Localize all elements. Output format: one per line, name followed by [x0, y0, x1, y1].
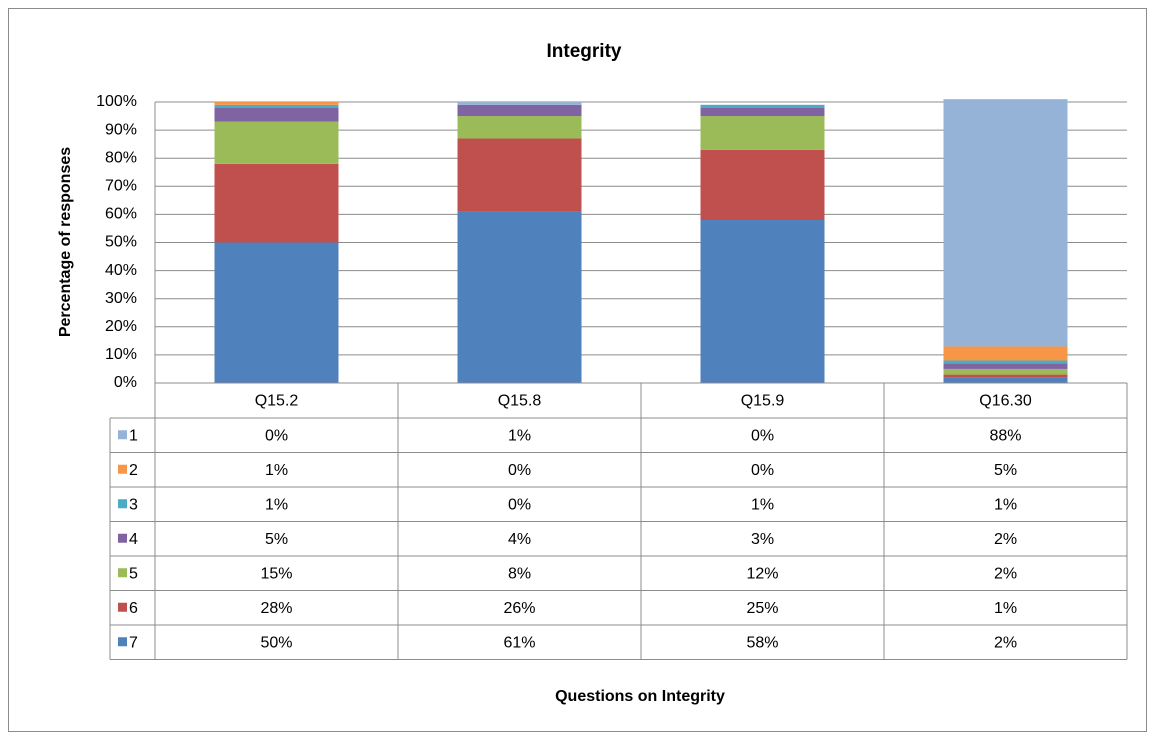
legend-swatch	[118, 637, 127, 647]
legend-swatch	[118, 499, 127, 509]
table-value: 2%	[994, 565, 1017, 582]
y-tick-label: 0%	[114, 374, 137, 391]
x-tick-label: Q16.30	[979, 393, 1032, 410]
table-value: 28%	[260, 600, 292, 617]
y-tick-label: 40%	[105, 262, 137, 279]
legend-label: 5	[129, 565, 138, 582]
bar-segment	[943, 346, 1068, 361]
bar-segment	[214, 163, 339, 243]
y-tick-label: 10%	[105, 346, 137, 363]
table-value: 5%	[994, 462, 1017, 479]
y-tick-label: 80%	[105, 149, 137, 166]
bar-segment	[700, 220, 825, 383]
bar-segment	[214, 104, 339, 108]
table-value: 5%	[265, 531, 288, 548]
bar-segment	[700, 116, 825, 150]
legend-swatch	[118, 430, 127, 440]
bar-segment	[943, 363, 1068, 369]
legend-label: 3	[129, 496, 138, 513]
table-value: 2%	[994, 531, 1017, 548]
table-value: 1%	[508, 427, 531, 444]
bar-segment	[700, 104, 825, 108]
legend-swatch	[118, 602, 127, 612]
bar-segment	[700, 149, 825, 221]
x-tick-label: Q15.8	[498, 393, 542, 410]
table-value: 88%	[989, 427, 1021, 444]
table-value: 2%	[994, 634, 1017, 651]
table-value: 26%	[503, 600, 535, 617]
table-value: 1%	[994, 496, 1017, 513]
bar-segment	[943, 374, 1068, 378]
y-tick-label: 20%	[105, 318, 137, 335]
table-value: 4%	[508, 531, 531, 548]
bar-segment	[214, 121, 339, 164]
table-value: 50%	[260, 634, 292, 651]
legend-label: 4	[129, 531, 138, 548]
table-value: 8%	[508, 565, 531, 582]
bar-segment	[457, 104, 582, 117]
table-value: 12%	[746, 565, 778, 582]
y-tick-label: 50%	[105, 234, 137, 251]
bar-segment	[700, 107, 825, 117]
table-value: 1%	[265, 462, 288, 479]
x-tick-label: Q15.2	[255, 393, 299, 410]
table-value: 1%	[751, 496, 774, 513]
bar-segment	[943, 368, 1068, 375]
table-value: 1%	[265, 496, 288, 513]
bar-segment	[457, 116, 582, 139]
chart-title: Integrity	[547, 41, 622, 62]
table-value: 25%	[746, 600, 778, 617]
y-tick-label: 70%	[105, 178, 137, 195]
legend-label: 2	[129, 462, 138, 479]
bar-segment	[214, 107, 339, 122]
legend-swatch	[118, 464, 127, 474]
table-value: 0%	[265, 427, 288, 444]
x-tick-label: Q15.9	[741, 393, 785, 410]
table-value: 58%	[746, 634, 778, 651]
legend-label: 7	[129, 634, 138, 651]
bar-segment	[214, 102, 339, 105]
x-axis-label: Questions on Integrity	[555, 688, 725, 705]
y-tick-label: 60%	[105, 206, 137, 223]
y-axis-label: Percentage of responses	[57, 147, 74, 337]
table-value: 0%	[751, 462, 774, 479]
bar-segment	[214, 242, 339, 383]
bar-segment	[943, 360, 1068, 364]
table-value: 61%	[503, 634, 535, 651]
table-value: 1%	[994, 600, 1017, 617]
bar-segment	[457, 102, 582, 105]
legend-label: 6	[129, 600, 138, 617]
legend-swatch	[118, 533, 127, 543]
y-tick-label: 90%	[105, 121, 137, 138]
bar-segment	[457, 138, 582, 212]
table-value: 15%	[260, 565, 292, 582]
table-value: 0%	[508, 462, 531, 479]
legend-label: 1	[129, 427, 138, 444]
y-tick-label: 100%	[96, 93, 137, 110]
bar-segment	[457, 211, 582, 383]
bar-segment	[943, 377, 1068, 383]
y-tick-label: 30%	[105, 290, 137, 307]
table-value: 0%	[508, 496, 531, 513]
table-value: 3%	[751, 531, 774, 548]
bar-segment	[943, 99, 1068, 347]
table-value: 0%	[751, 427, 774, 444]
legend-swatch	[118, 568, 127, 578]
